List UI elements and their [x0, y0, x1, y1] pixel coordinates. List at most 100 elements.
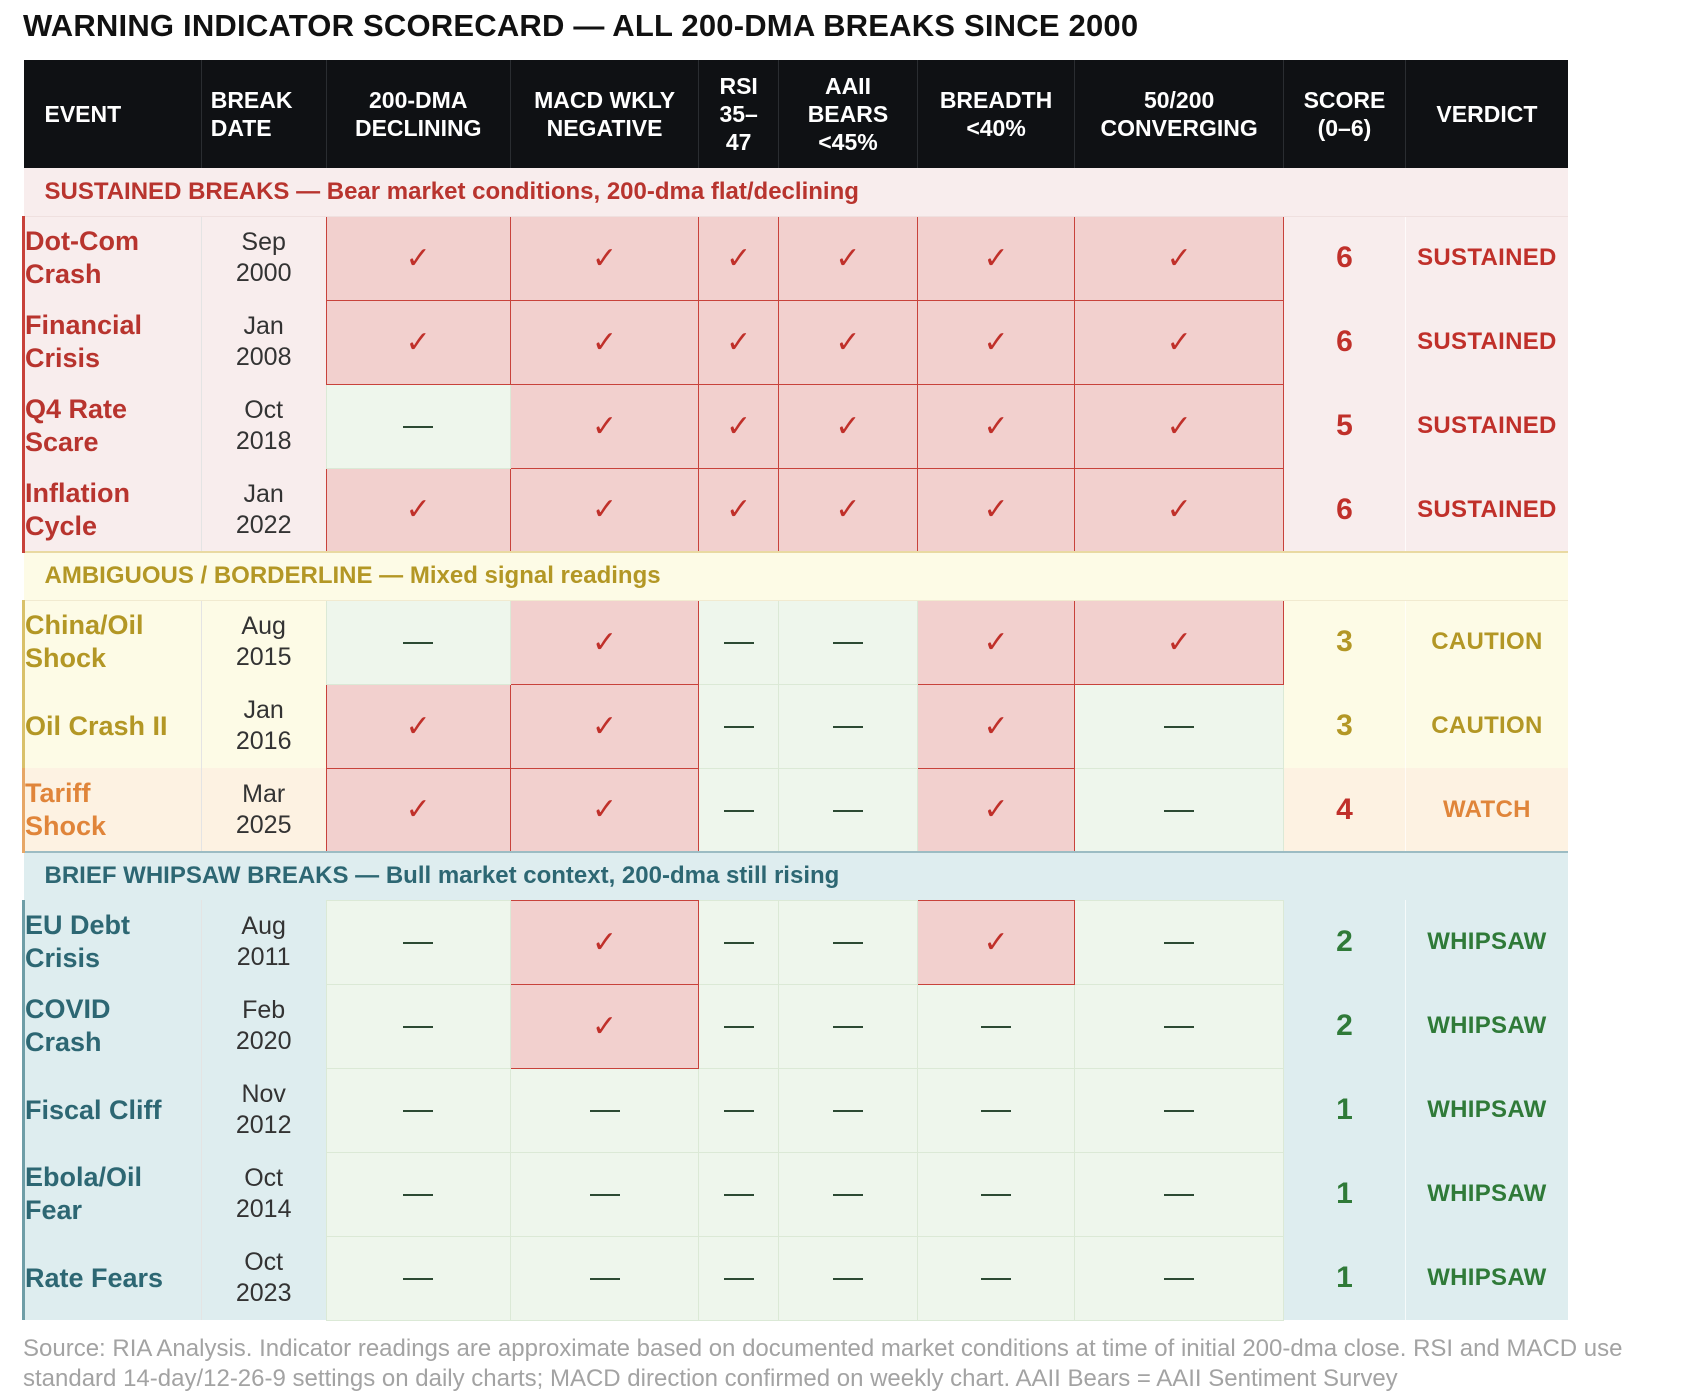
section-row: SUSTAINED BREAKS — Bear market condition…: [23, 168, 1568, 217]
check-icon: ✓: [1166, 241, 1192, 275]
header-200dma-declining: 200-DMA DECLINING: [325, 60, 511, 168]
header-breadth: BREADTH <40%: [916, 60, 1075, 168]
signal-macd-weekly-negative-check: ✓: [509, 299, 700, 385]
check-icon: ✓: [726, 241, 752, 275]
dash-icon: [832, 1026, 863, 1029]
signal-rsi-check: ✓: [698, 383, 779, 469]
header-macd-weekly-negative: MACD WKLY NEGATIVE: [509, 60, 699, 168]
dash-icon: [832, 1278, 863, 1281]
signal-aaii-bears-dash: [777, 599, 918, 685]
check-icon: ✓: [983, 325, 1009, 359]
check-icon: ✓: [726, 325, 752, 359]
table-row: Tariff Shock Mar 2025 ✓ ✓ ✓ 4 WATCH: [22, 767, 1568, 853]
signal-macd-weekly-negative-check: ✓: [509, 983, 700, 1069]
signal-aaii-bears-dash: [777, 899, 918, 985]
signal-breadth-check: ✓: [916, 467, 1076, 553]
table-row: China/Oil Shock Aug 2015 ✓ ✓ ✓ 3 CAUTION: [22, 599, 1568, 685]
dash-icon: [589, 1194, 620, 1197]
check-icon: ✓: [591, 625, 618, 659]
signal-200dma-declining-dash: [325, 983, 511, 1069]
signal-rsi-dash: [698, 683, 779, 769]
check-icon: ✓: [726, 409, 752, 443]
dash-icon: [723, 642, 754, 645]
break-date: Aug 2015: [200, 600, 327, 684]
header-50-200-converging: 50/200 CONVERGING: [1074, 60, 1284, 168]
signal-50-200-converging-dash: [1074, 983, 1285, 1069]
dash-icon: [981, 1026, 1012, 1029]
dash-icon: [981, 1194, 1012, 1197]
dash-icon: [403, 642, 434, 645]
signal-200dma-declining-dash: [325, 1235, 511, 1321]
score-value: 6: [1283, 468, 1406, 552]
signal-macd-weekly-negative-dash: [509, 1151, 700, 1237]
table-row: Oil Crash II Jan 2016 ✓ ✓ ✓ 3 CAUTION: [22, 683, 1568, 769]
table-row: EU Debt Crisis Aug 2011 ✓ ✓ 2 WHIPSAW: [22, 899, 1568, 985]
header-aaii-bears: AAII BEARS <45%: [777, 60, 918, 168]
score-value: 2: [1283, 900, 1406, 984]
dash-icon: [403, 1194, 434, 1197]
dash-icon: [723, 942, 754, 945]
check-icon: ✓: [405, 241, 431, 275]
signal-50-200-converging-check: ✓: [1074, 467, 1285, 553]
signal-200dma-declining-dash: [325, 599, 511, 685]
signal-aaii-bears-check: ✓: [777, 467, 918, 553]
dash-icon: [403, 426, 434, 429]
signal-200dma-declining-check: ✓: [325, 215, 511, 301]
check-icon: ✓: [591, 409, 618, 443]
check-icon: ✓: [591, 493, 618, 527]
event-name: Dot-Com Crash: [22, 216, 202, 300]
table-row: COVID Crash Feb 2020 ✓ 2 WHIPSAW: [22, 983, 1568, 1069]
score-value: 1: [1283, 1068, 1406, 1152]
score-value: 4: [1283, 768, 1406, 852]
signal-breadth-check: ✓: [916, 683, 1076, 769]
verdict-label: SUSTAINED: [1404, 384, 1568, 468]
break-date: Mar 2025: [200, 768, 327, 852]
dash-icon: [723, 1278, 754, 1281]
score-value: 6: [1283, 300, 1406, 384]
check-icon: ✓: [1166, 493, 1192, 527]
signal-breadth-check: ✓: [916, 383, 1076, 469]
dash-icon: [723, 809, 754, 812]
score-value: 1: [1283, 1236, 1406, 1320]
verdict-label: WHIPSAW: [1404, 900, 1568, 984]
verdict-label: WHIPSAW: [1404, 1152, 1568, 1236]
dash-icon: [832, 726, 863, 729]
check-icon: ✓: [405, 793, 431, 827]
signal-rsi-dash: [698, 899, 779, 985]
check-icon: ✓: [405, 325, 431, 359]
dash-icon: [981, 1110, 1012, 1113]
check-icon: ✓: [835, 325, 861, 359]
table-row: Dot-Com Crash Sep 2000 ✓ ✓ ✓ ✓ ✓ ✓ 6 SUSTAINED: [22, 215, 1568, 301]
check-icon: ✓: [726, 493, 752, 527]
dash-icon: [723, 1110, 754, 1113]
signal-breadth-check: ✓: [916, 899, 1076, 985]
dash-icon: [832, 809, 863, 812]
break-date: Aug 2011: [200, 900, 327, 984]
break-date: Jan 2008: [200, 300, 327, 384]
signal-rsi-dash: [698, 1067, 779, 1153]
page-title: WARNING INDICATOR SCORECARD — ALL 200-DM…: [23, 8, 1139, 43]
check-icon: ✓: [591, 325, 618, 359]
signal-breadth-dash: [916, 1151, 1076, 1237]
header-break-date: BREAK DATE: [200, 60, 327, 168]
signal-rsi-check: ✓: [698, 299, 779, 385]
score-value: 3: [1283, 684, 1406, 768]
signal-50-200-converging-dash: [1074, 767, 1285, 853]
break-date: Jan 2022: [200, 468, 327, 552]
signal-rsi-check: ✓: [698, 215, 779, 301]
dash-icon: [589, 1110, 620, 1113]
dash-icon: [832, 942, 863, 945]
break-date: Feb 2020: [200, 984, 327, 1068]
header-verdict: VERDICT: [1404, 60, 1568, 168]
table-row: Rate Fears Oct 2023 1 WHIPSAW: [22, 1235, 1568, 1321]
verdict-label: CAUTION: [1404, 684, 1568, 768]
signal-macd-weekly-negative-dash: [509, 1067, 700, 1153]
signal-macd-weekly-negative-dash: [509, 1235, 700, 1321]
signal-50-200-converging-check: ✓: [1074, 599, 1285, 685]
check-icon: ✓: [591, 1009, 618, 1043]
event-name: COVID Crash: [22, 984, 202, 1068]
dash-icon: [832, 1194, 863, 1197]
table-body: SUSTAINED BREAKS — Bear market condition…: [22, 168, 1568, 1321]
dash-icon: [403, 1026, 434, 1029]
scorecard-table: EVENT BREAK DATE 200-DMA DECLINING MACD WK…: [22, 60, 1568, 1321]
